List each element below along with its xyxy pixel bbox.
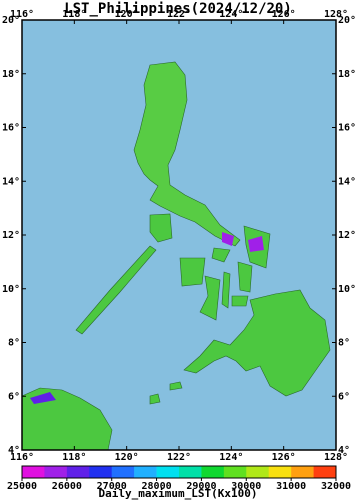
y-tick-label: 16° xyxy=(338,123,355,134)
colorbar-segment xyxy=(89,466,113,478)
luzon xyxy=(133,61,241,247)
leyte xyxy=(237,261,253,293)
masbate xyxy=(211,247,231,263)
colorbar-frame xyxy=(21,465,337,479)
x-tick-label: 128° xyxy=(324,452,348,463)
colorbar-tick-label: 31000 xyxy=(276,481,306,492)
y-tick-label: 12° xyxy=(338,230,355,241)
map-title: LST_Philippines(2024/12/20) xyxy=(64,1,292,17)
colorbar-tick-label: 27000 xyxy=(97,481,127,492)
x-tick-label: 124° xyxy=(219,452,243,463)
x-tick-label: 118° xyxy=(62,9,86,20)
y-tick-label: 6° xyxy=(338,391,350,402)
colorbar-tick-label: 26000 xyxy=(52,481,82,492)
colorbar-segment xyxy=(134,466,157,478)
y-tick-label: 8° xyxy=(8,338,20,349)
negros xyxy=(199,275,221,321)
x-tick-label: 124° xyxy=(219,9,243,20)
y-tick-label: 4° xyxy=(338,445,350,456)
x-tick-label: 120° xyxy=(115,452,139,463)
x-tick-label: 128° xyxy=(324,9,348,20)
x-tick-label: 122° xyxy=(167,452,191,463)
y-tick-label: 16° xyxy=(2,123,20,134)
y-tick-label: 14° xyxy=(338,176,355,187)
hot-spot xyxy=(222,232,234,246)
y-tick-label: 10° xyxy=(338,284,355,295)
y-tick-label: 14° xyxy=(2,176,20,187)
y-tick-label: 12° xyxy=(2,230,20,241)
colorbar-segment xyxy=(44,466,68,478)
panay xyxy=(179,257,206,287)
x-tick-label: 126° xyxy=(272,9,296,20)
x-tick-label: 118° xyxy=(62,452,86,463)
mindanao xyxy=(183,289,331,397)
colorbar-segment xyxy=(66,466,90,478)
hot-spots xyxy=(30,232,264,404)
colorbar-segment xyxy=(111,466,135,478)
y-tick-label: 4° xyxy=(8,445,20,456)
x-tick-label: 120° xyxy=(115,9,139,20)
palawan xyxy=(75,245,157,335)
colorbar-segment xyxy=(313,466,337,478)
colorbar-tick-label: 29000 xyxy=(186,481,216,492)
mindoro xyxy=(149,213,173,243)
y-tick-label: 20° xyxy=(338,15,355,26)
colorbar-segment xyxy=(156,466,180,478)
x-tick-label: 126° xyxy=(272,452,296,463)
x-tick-label: 116° xyxy=(10,452,34,463)
y-tick-label: 20° xyxy=(2,15,20,26)
y-tick-label: 18° xyxy=(338,69,355,80)
hot-spot xyxy=(30,392,56,404)
colorbar-tick-label: 28000 xyxy=(142,481,172,492)
colorbar-segment xyxy=(246,466,270,478)
bohol xyxy=(231,295,249,307)
sulu-islands xyxy=(149,381,183,405)
x-tick-label: 116° xyxy=(10,9,34,20)
hot-spot xyxy=(248,236,264,252)
colorbar-title: Daily_maximum_LST(Kx100) xyxy=(99,487,258,500)
cebu xyxy=(221,271,231,309)
colorbar-segment xyxy=(223,466,247,478)
colorbar-segment xyxy=(179,466,202,478)
map-area xyxy=(21,19,337,451)
colorbar-segment xyxy=(22,466,45,478)
colorbar-segment xyxy=(291,466,314,478)
colorbar-segment xyxy=(201,466,225,478)
colorbar-tick-label: 30000 xyxy=(231,481,261,492)
colorbar-tick-label: 25000 xyxy=(7,481,37,492)
axes: 116° 116° 118° 118° 120° 120° 122° 122° 124° 124°… xyxy=(2,9,355,463)
colorbar: 25000 26000 27000 28000 29000 30000 31000 32000 xyxy=(7,465,351,492)
x-tick-label: 122° xyxy=(167,9,191,20)
y-tick-label: 10° xyxy=(2,284,20,295)
y-tick-label: 18° xyxy=(2,69,20,80)
y-tick-label: 6° xyxy=(8,391,20,402)
colorbar-tick-label: 32000 xyxy=(321,481,351,492)
colorbar-segment xyxy=(268,466,292,478)
y-tick-label: 8° xyxy=(338,338,350,349)
land xyxy=(21,61,331,451)
